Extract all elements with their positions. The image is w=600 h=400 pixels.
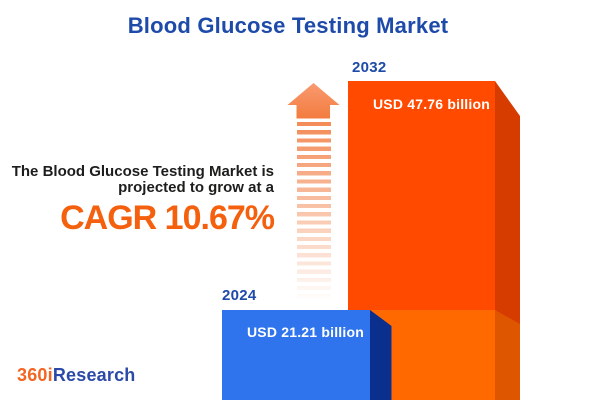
bar-2024-side: [370, 310, 392, 400]
bar-2024-front: [222, 310, 370, 400]
bar-value-2024: USD 21.21 billion: [247, 324, 364, 340]
headline-line1: The Blood Glucose Testing Market is: [11, 163, 274, 180]
headline-line2: projected to grow at a: [118, 178, 274, 196]
growth-arrow-icon: [287, 83, 340, 119]
bar-label-2032: 2032: [352, 59, 387, 76]
bar-value-2032: USD 47.76 billion: [373, 96, 490, 112]
logo-suffix: Research: [52, 365, 136, 385]
bar-overlap-side: [495, 310, 520, 400]
page-title: Blood Glucose Testing Market: [127, 13, 449, 38]
headline-block: The Blood Glucose Testing Market is proj…: [0, 163, 275, 237]
cagr-text: CAGR 10.67%: [60, 199, 275, 237]
logo-prefix: 360i: [17, 365, 53, 385]
logo: 360iResearch: [17, 365, 136, 386]
growth-arrow-stripes: [296, 122, 331, 302]
bar-label-2024: 2024: [222, 287, 257, 304]
